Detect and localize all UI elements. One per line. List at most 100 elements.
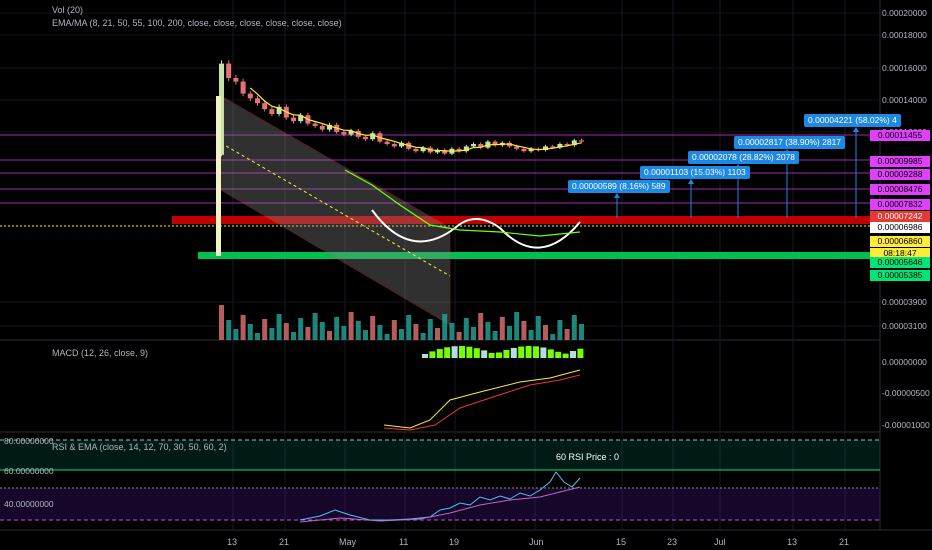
- candle-body: [269, 109, 275, 114]
- price-level-badge: 0.00007832: [870, 199, 930, 210]
- macd-histogram-bar: [422, 354, 428, 358]
- candle-body: [276, 106, 282, 114]
- macd-line: [383, 369, 581, 429]
- candle-body: [341, 132, 347, 135]
- price-level-badge: 0.00005385: [870, 270, 930, 281]
- candle-body: [471, 144, 476, 147]
- candle-body: [579, 140, 584, 142]
- macd-histogram-bar: [510, 347, 517, 358]
- time-tick-label: 21: [279, 537, 290, 547]
- volume-bar: [463, 318, 469, 340]
- volume-bar: [456, 332, 462, 340]
- rsi-tick-label: 80.00000000: [4, 436, 54, 446]
- volume-bar: [291, 332, 296, 340]
- macd-histogram-bar: [555, 351, 562, 358]
- candle-body: [442, 150, 448, 154]
- macd-histogram-bar: [488, 352, 495, 358]
- measurement-label: 0.00002078 (28.82%) 2078: [688, 151, 800, 164]
- price-tick-label: 0.00020000: [882, 8, 927, 18]
- candle-body-spike: [216, 96, 221, 256]
- macd-histogram-bar: [473, 348, 480, 358]
- legend-rsi: RSI & EMA (close, 14, 12, 70, 30, 50, 60…: [52, 442, 227, 452]
- volume-bar: [334, 317, 340, 340]
- volume-bar: [348, 312, 354, 340]
- candle-body: [399, 142, 404, 147]
- macd-histogram-bar: [459, 346, 465, 358]
- macd-histogram-bar: [533, 346, 539, 358]
- candle-body: [435, 150, 440, 153]
- time-tick-label: 15: [616, 537, 627, 547]
- volume-bar: [485, 322, 491, 340]
- volume-bar: [471, 327, 476, 340]
- volume-bar: [355, 321, 361, 340]
- candle-body: [384, 141, 390, 144]
- volume-bar: [543, 325, 548, 340]
- time-tick-label: 13: [227, 537, 238, 547]
- volume-bar: [399, 329, 404, 340]
- volume-bar: [528, 330, 534, 340]
- volume-bar: [283, 323, 289, 340]
- price-level-badge: 0.00006986: [870, 222, 930, 233]
- rsi-ema-line: [299, 486, 581, 523]
- volume-bar: [363, 330, 368, 340]
- candle-body: [571, 140, 577, 146]
- candle-body: [456, 148, 462, 152]
- candle-body: [312, 123, 318, 126]
- time-tick-label: 11: [399, 537, 409, 547]
- volume-bar: [478, 313, 484, 340]
- volume-bar: [262, 319, 268, 340]
- volume-bar: [341, 326, 347, 340]
- volume-bar: [514, 312, 520, 340]
- volume-bar: [370, 316, 376, 340]
- macd-histogram-bar: [562, 353, 569, 358]
- candle-body: [348, 130, 354, 135]
- macd-tick-label: -0.00000500: [882, 388, 930, 398]
- rsi-tick-label: 40.00000000: [4, 499, 54, 509]
- time-tick-label: Jun: [529, 537, 544, 547]
- volume-bar: [435, 328, 440, 340]
- volume-bar: [255, 333, 260, 340]
- measurement-label: 0.00002817 (38.90%) 2817: [734, 136, 846, 149]
- legend-vol: Vol (20): [52, 5, 84, 15]
- candle-body: [363, 136, 368, 140]
- candle-body: [370, 133, 376, 140]
- cup-arc-right: [499, 221, 581, 249]
- candle-body: [413, 148, 419, 152]
- volume-bar: [499, 317, 505, 340]
- candle-body: [327, 124, 332, 130]
- macd-histogram-bar: [496, 352, 502, 358]
- volume-bar: [298, 318, 304, 340]
- candle-body: [543, 146, 548, 150]
- candle-body: [219, 63, 224, 155]
- volume-bar: [557, 320, 563, 340]
- price-level-badge: 08:18:47: [870, 248, 930, 259]
- volume-bar: [240, 315, 246, 340]
- macd-histogram-bar: [436, 349, 443, 358]
- macd-histogram-bar: [451, 346, 458, 358]
- volume-bar: [269, 328, 275, 340]
- macd-histogram-bar: [429, 351, 436, 358]
- rsi-line: [299, 471, 581, 521]
- macd-histogram-bar: [547, 349, 554, 358]
- rsi-upper-zone: [0, 440, 880, 470]
- time-tick-label: 13: [787, 537, 798, 547]
- candle-body: [291, 117, 296, 122]
- legend-ema: EMA/MA (8, 21, 50, 55, 100, 200, close, …: [52, 18, 342, 28]
- candle-body: [463, 146, 469, 152]
- macd-histogram-bar: [540, 347, 547, 358]
- volume-bar: [521, 321, 527, 340]
- macd-histogram-bar: [518, 346, 525, 358]
- candle-body: [391, 144, 397, 147]
- candle-body: [247, 93, 253, 99]
- candle-body: [240, 81, 246, 94]
- volume-bar: [312, 313, 318, 340]
- macd-histogram-bar: [481, 350, 488, 358]
- candle-body: [528, 148, 534, 152]
- volume-bar: [550, 334, 556, 340]
- price-level-badge: 0.00009288: [870, 169, 930, 180]
- time-tick-label: Jul: [714, 537, 726, 547]
- macd-histogram-bar: [444, 347, 451, 358]
- candle-body: [255, 98, 260, 104]
- volume-bar: [442, 314, 448, 340]
